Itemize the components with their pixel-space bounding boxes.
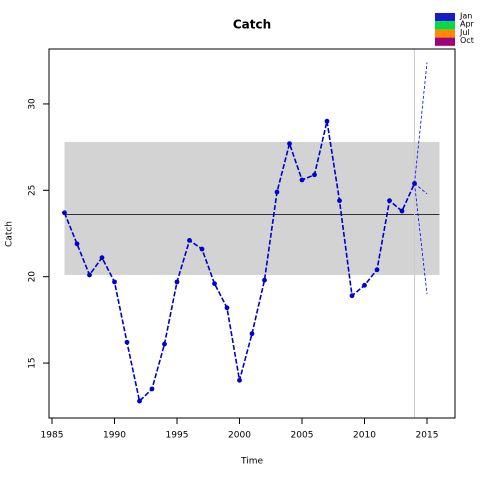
- y-axis-label: Catch: [5, 221, 15, 247]
- legend-swatch: [435, 13, 455, 22]
- point: [349, 293, 355, 299]
- point: [337, 198, 342, 204]
- point: [374, 267, 380, 273]
- point: [74, 241, 80, 247]
- legend-label: Oct: [460, 36, 474, 45]
- plot-frame: [48, 48, 456, 419]
- point: [162, 341, 167, 347]
- point: [312, 172, 317, 178]
- y-tick-label: 25: [28, 185, 38, 196]
- chart-title: Catch: [233, 18, 271, 32]
- point: [399, 208, 405, 214]
- point: [124, 339, 130, 345]
- point: [187, 238, 192, 243]
- forecast-upper: [414, 62, 428, 184]
- point: [274, 189, 280, 195]
- y-tick-label: 30: [28, 98, 38, 110]
- point: [137, 398, 142, 404]
- legend-swatch: [435, 29, 455, 38]
- forecast-mid: [414, 183, 428, 195]
- point: [324, 118, 330, 124]
- point: [62, 210, 67, 216]
- x-tick-label: 2010: [353, 431, 376, 441]
- legend-swatch: [435, 21, 455, 30]
- point: [112, 279, 117, 285]
- point: [87, 272, 92, 278]
- x-tick-label: 1990: [103, 431, 126, 441]
- point: [249, 331, 255, 337]
- legend-label: Jul: [459, 28, 470, 37]
- legend-label: Jan: [459, 12, 472, 21]
- x-tick-label: 1995: [166, 431, 189, 441]
- x-axis-label: Time: [240, 457, 263, 467]
- y-tick-label: 20: [28, 271, 38, 283]
- point: [199, 246, 205, 252]
- legend-label: Apr: [460, 20, 475, 29]
- point: [149, 386, 155, 392]
- y-tick-label: 15: [28, 357, 38, 368]
- x-tick-label: 2005: [291, 431, 314, 441]
- point: [99, 255, 105, 261]
- point: [224, 305, 230, 311]
- point: [262, 277, 267, 283]
- forecast-lower: [414, 183, 428, 295]
- x-tick-label: 1985: [41, 431, 64, 441]
- point: [237, 377, 242, 383]
- point: [299, 177, 305, 183]
- point: [212, 281, 217, 286]
- x-tick-label: 2000: [228, 431, 251, 441]
- point: [412, 181, 417, 186]
- legend-swatch: [435, 37, 455, 46]
- range-band: [64, 141, 440, 275]
- x-tick-label: 2015: [416, 431, 439, 441]
- point: [174, 279, 180, 285]
- point: [287, 141, 292, 147]
- point: [362, 282, 367, 288]
- point: [387, 198, 392, 204]
